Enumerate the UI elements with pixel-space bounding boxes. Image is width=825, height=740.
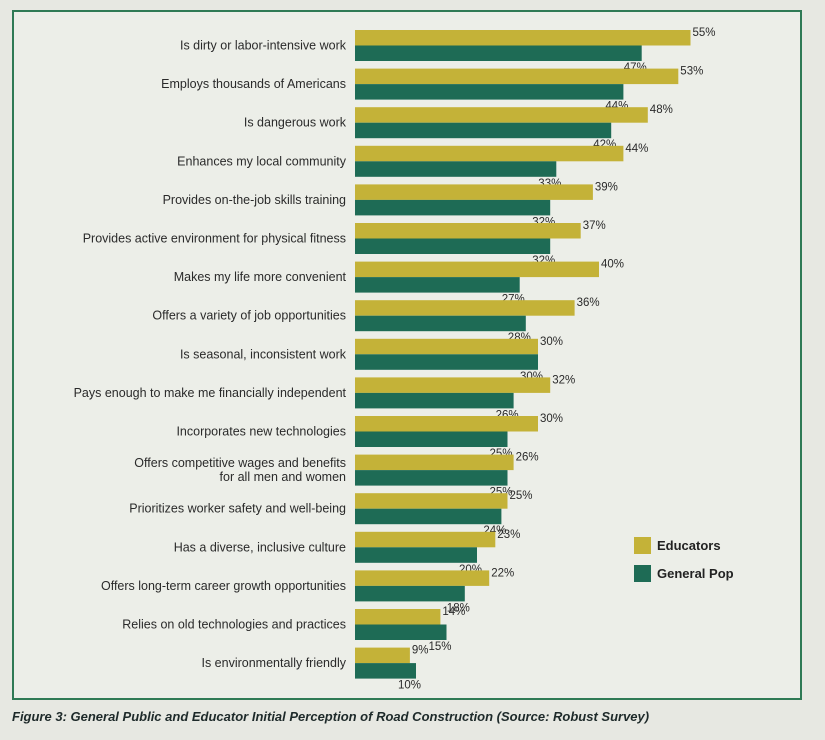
category-row: Pays enough to make me financially indep… xyxy=(74,374,576,421)
category-label: Makes my life more convenient xyxy=(174,270,347,284)
general-pop-bar xyxy=(355,470,508,486)
educators-value-label: 48% xyxy=(650,104,673,116)
educators-value-label: 25% xyxy=(510,490,533,502)
general-pop-bar xyxy=(355,84,624,100)
educators-bar xyxy=(355,416,538,432)
educators-bar xyxy=(355,261,599,278)
category-row: Provides on-the-job skills training39%32… xyxy=(163,181,618,228)
category-row: Offers a variety of job opportunities 36%… xyxy=(152,297,599,344)
educators-bar xyxy=(355,377,551,393)
category-row: Is environmentally friendly 9% 10% xyxy=(201,645,428,692)
educators-value-label: 53% xyxy=(680,66,703,78)
category-row: Prioritizes worker safety and well-being… xyxy=(129,490,532,537)
general-pop-bar xyxy=(355,508,502,525)
educators-bar xyxy=(355,338,538,355)
general-pop-bar xyxy=(355,45,642,61)
category-row: Offers competitive wages and benefits for… xyxy=(134,452,538,499)
educators-bar xyxy=(355,454,514,471)
educators-value-label: 55% xyxy=(693,27,716,39)
educators-bar xyxy=(355,531,496,548)
category-label: Is dirty or labor-intensive work xyxy=(180,39,347,53)
educators-value-label: 37% xyxy=(583,220,606,232)
general-pop-bar xyxy=(355,354,538,370)
educators-value-label: 23% xyxy=(497,529,520,541)
category-label: Pays enough to make me financially indep… xyxy=(74,386,347,400)
general-pop-value-label: 15% xyxy=(429,641,452,653)
category-label: Provides on-the-job skills training xyxy=(163,193,346,207)
category-label: Is dangerous work xyxy=(244,116,347,130)
general-pop-bar xyxy=(355,547,477,563)
educators-bar xyxy=(355,184,593,200)
category-label: Offers a variety of job opportunities xyxy=(152,309,346,323)
legend-label-general-pop: General Pop xyxy=(657,566,734,581)
general-pop-bar xyxy=(355,585,465,602)
category-label: Enhances my local community xyxy=(177,154,347,168)
legend-swatch-educators xyxy=(634,537,651,554)
category-label: Prioritizes worker safety and well-being xyxy=(129,502,346,516)
educators-value-label: 39% xyxy=(595,181,618,193)
educators-value-label: 32% xyxy=(552,374,575,386)
legend-swatch-general-pop xyxy=(634,565,651,582)
category-label: Employs thousands of Americans xyxy=(161,77,346,91)
bar-chart: Is dirty or labor-intensive work55%47%Em… xyxy=(74,27,734,692)
educators-bar xyxy=(355,145,624,162)
educators-bar xyxy=(355,223,581,239)
general-pop-bar xyxy=(355,161,557,177)
educators-bar xyxy=(355,609,441,625)
legend-label-educators: Educators xyxy=(657,538,721,553)
educators-value-label: 30% xyxy=(540,336,563,348)
educators-value-label: 22% xyxy=(491,567,514,579)
educators-bar xyxy=(355,107,648,123)
category-row: Offers long-term career growth opportuni… xyxy=(101,567,514,614)
educators-bar xyxy=(355,68,679,85)
educators-bar xyxy=(355,647,410,664)
legend: Educators General Pop xyxy=(634,537,734,582)
general-pop-bar xyxy=(355,663,416,679)
category-label: Offers long-term career growth opportuni… xyxy=(101,579,346,593)
educators-value-label: 36% xyxy=(577,297,600,309)
educators-value-label: 9% xyxy=(412,645,429,657)
educators-bar xyxy=(355,300,575,316)
category-label: Is environmentally friendly xyxy=(201,656,346,670)
educators-value-label: 14% xyxy=(442,606,465,618)
category-row: Provides active environment for physical… xyxy=(83,220,606,267)
category-label: Provides active environment for physical… xyxy=(83,232,346,246)
category-label: Offers competitive wages and benefits for… xyxy=(134,456,346,484)
category-label: Relies on old technologies and practices xyxy=(122,618,346,632)
category-label: Has a diverse, inclusive culture xyxy=(174,540,346,554)
general-pop-bar xyxy=(355,431,508,447)
general-pop-bar xyxy=(355,122,612,139)
general-pop-bar xyxy=(355,199,551,216)
category-row: Relies on old technologies and practices… xyxy=(122,606,465,653)
educators-value-label: 44% xyxy=(625,143,648,155)
educators-bar xyxy=(355,30,691,46)
educators-value-label: 26% xyxy=(516,452,539,464)
educators-bar xyxy=(355,493,508,509)
general-pop-bar xyxy=(355,392,514,409)
category-label: Is seasonal, inconsistent work xyxy=(180,347,347,361)
educators-value-label: 30% xyxy=(540,413,563,425)
educators-bar xyxy=(355,570,490,586)
general-pop-value-label: 10% xyxy=(398,680,421,692)
general-pop-value-label: 18% xyxy=(447,602,470,614)
general-pop-bar xyxy=(355,238,551,254)
general-pop-bar xyxy=(355,277,520,293)
figure-caption: Figure 3: General Public and Educator In… xyxy=(12,709,650,724)
educators-value-label: 40% xyxy=(601,259,624,271)
general-pop-bar xyxy=(355,624,447,640)
category-label: Incorporates new technologies xyxy=(176,425,346,439)
general-pop-bar xyxy=(355,315,526,332)
